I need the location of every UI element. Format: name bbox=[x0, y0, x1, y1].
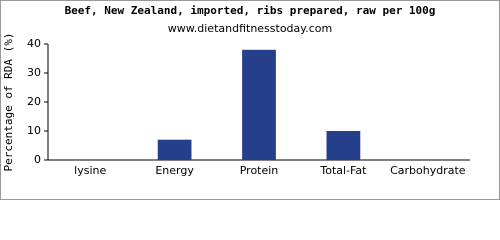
x-tick-label: Energy bbox=[155, 164, 194, 177]
bar bbox=[157, 139, 192, 160]
y-tick-label: 20 bbox=[27, 95, 41, 108]
bar bbox=[242, 49, 276, 160]
y-tick-label: 10 bbox=[27, 124, 41, 137]
y-tick-label: 30 bbox=[27, 66, 41, 79]
x-tick-label: lysine bbox=[74, 164, 106, 177]
x-tick-label: Total-Fat bbox=[319, 164, 367, 177]
chart-subtitle: www.dietandfitnesstoday.com bbox=[168, 22, 332, 35]
y-tick-label: 40 bbox=[27, 37, 41, 50]
y-tick-label: 0 bbox=[34, 153, 41, 166]
chart: Beef, New Zealand, imported, ribs prepar… bbox=[0, 0, 500, 200]
chart-title: Beef, New Zealand, imported, ribs prepar… bbox=[65, 4, 436, 17]
x-tick-label: Carbohydrate bbox=[390, 164, 466, 177]
x-tick-label: Protein bbox=[240, 164, 279, 177]
y-axis-label: Percentage of RDA (%) bbox=[2, 32, 15, 171]
bar bbox=[326, 131, 361, 160]
page: Beef, New Zealand, imported, ribs prepar… bbox=[0, 0, 500, 200]
